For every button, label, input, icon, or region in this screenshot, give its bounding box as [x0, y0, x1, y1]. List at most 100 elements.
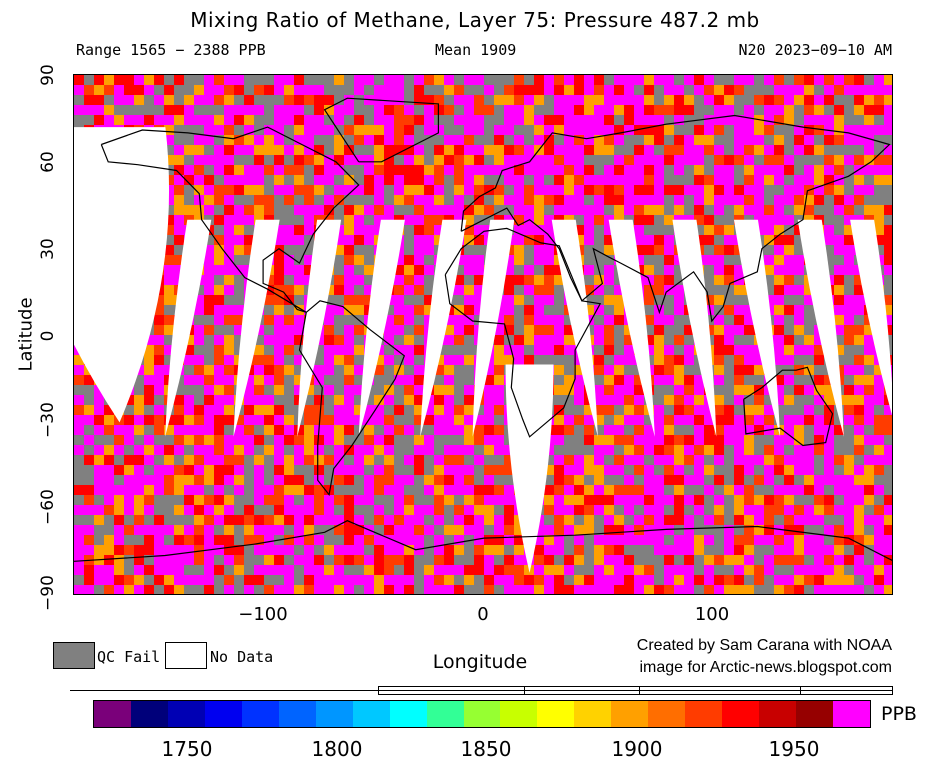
data-pixel — [704, 515, 714, 525]
data-pixel — [234, 495, 244, 505]
data-pixel — [254, 355, 264, 365]
data-pixel — [544, 155, 554, 165]
data-pixel — [324, 165, 334, 175]
data-pixel — [664, 135, 674, 145]
data-pixel — [524, 155, 534, 165]
data-pixel — [494, 145, 504, 155]
data-pixel — [534, 85, 544, 95]
data-pixel — [684, 145, 694, 155]
data-pixel — [444, 115, 454, 125]
data-pixel — [504, 445, 514, 455]
data-pixel — [714, 365, 724, 375]
data-pixel — [874, 575, 884, 585]
data-pixel — [394, 135, 404, 145]
colorbar-segment — [574, 701, 612, 727]
data-pixel — [354, 555, 364, 565]
data-pixel — [134, 515, 144, 525]
data-pixel — [684, 565, 694, 575]
data-pixel — [634, 95, 644, 105]
data-pixel — [674, 415, 684, 425]
data-pixel — [204, 425, 214, 435]
data-pixel — [344, 395, 354, 405]
data-pixel — [664, 455, 674, 465]
data-pixel — [514, 315, 524, 325]
data-pixel — [674, 145, 684, 155]
data-pixel — [724, 365, 734, 375]
data-pixel — [324, 305, 334, 315]
data-pixel — [514, 265, 524, 275]
data-pixel — [784, 205, 794, 215]
data-pixel — [304, 95, 314, 105]
data-pixel — [874, 545, 884, 555]
data-pixel — [384, 535, 394, 545]
data-pixel — [674, 395, 684, 405]
data-pixel — [164, 265, 174, 275]
data-pixel — [744, 135, 754, 145]
data-pixel — [524, 205, 534, 215]
data-pixel — [294, 325, 304, 335]
data-pixel — [384, 525, 394, 535]
data-pixel — [404, 305, 414, 315]
data-pixel — [854, 395, 864, 405]
data-pixel — [764, 275, 774, 285]
mean-label: Mean 1909 — [435, 41, 517, 59]
data-pixel — [804, 515, 814, 525]
data-pixel — [414, 205, 424, 215]
data-pixel — [394, 475, 404, 485]
data-pixel — [674, 205, 684, 215]
data-pixel — [174, 125, 184, 135]
data-pixel — [374, 365, 384, 375]
data-pixel — [394, 115, 404, 125]
data-pixel — [594, 155, 604, 165]
data-pixel — [384, 505, 394, 515]
data-pixel — [584, 535, 594, 545]
data-pixel — [274, 235, 284, 245]
data-pixel — [614, 415, 624, 425]
colorbar-segment — [241, 701, 279, 727]
data-pixel — [134, 405, 144, 415]
data-pixel — [184, 385, 194, 395]
data-pixel — [284, 145, 294, 155]
data-pixel — [244, 535, 254, 545]
data-pixel — [604, 575, 614, 585]
data-pixel — [274, 155, 284, 165]
data-pixel — [434, 135, 444, 145]
data-pixel — [204, 85, 214, 95]
data-pixel — [284, 375, 294, 385]
data-pixel — [734, 375, 744, 385]
data-pixel — [374, 405, 384, 415]
data-pixel — [334, 355, 344, 365]
data-pixel — [404, 285, 414, 295]
data-pixel — [194, 295, 204, 305]
data-pixel — [604, 185, 614, 195]
data-pixel — [254, 485, 264, 495]
data-pixel — [684, 585, 694, 594]
data-pixel — [454, 445, 464, 455]
data-pixel — [264, 465, 274, 475]
data-pixel — [844, 245, 854, 255]
data-pixel — [294, 465, 304, 475]
data-pixel — [164, 565, 174, 575]
data-pixel — [704, 465, 714, 475]
data-pixel — [824, 575, 834, 585]
data-pixel — [504, 145, 514, 155]
data-pixel — [764, 295, 774, 305]
data-pixel — [414, 575, 424, 585]
data-pixel — [224, 375, 234, 385]
data-pixel — [224, 455, 234, 465]
data-pixel — [74, 435, 84, 445]
data-pixel — [284, 445, 294, 455]
data-pixel — [764, 85, 774, 95]
data-pixel — [274, 495, 284, 505]
data-pixel — [554, 75, 564, 85]
data-pixel — [834, 195, 844, 205]
x-axis-label: Longitude — [432, 651, 528, 673]
data-pixel — [664, 115, 674, 125]
data-pixel — [134, 115, 144, 125]
data-pixel — [694, 455, 704, 465]
data-pixel — [304, 385, 314, 395]
data-pixel — [194, 485, 204, 495]
data-pixel — [354, 545, 364, 555]
data-pixel — [694, 225, 704, 235]
data-pixel — [124, 465, 134, 475]
